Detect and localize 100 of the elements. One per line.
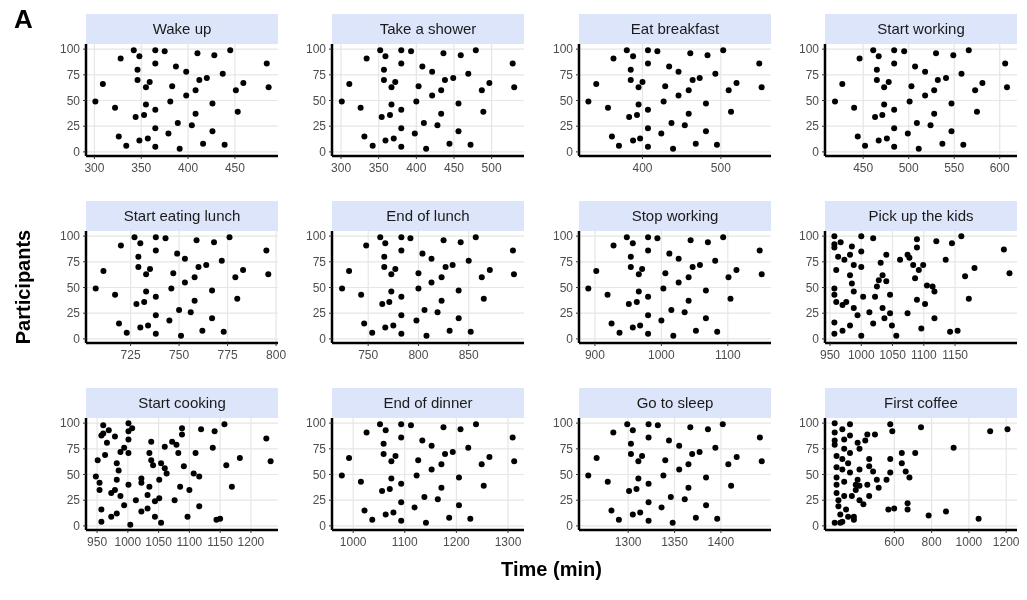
point — [135, 263, 142, 270]
point — [407, 422, 414, 429]
point — [455, 287, 462, 294]
point — [712, 257, 719, 264]
point — [465, 257, 472, 264]
point — [136, 53, 143, 60]
x-tick-label: 400 — [632, 161, 653, 175]
y-tick-label: 100 — [59, 229, 81, 244]
x-tick-label: 1150 — [942, 348, 969, 362]
point — [644, 106, 651, 113]
y-tick-label: 75 — [66, 441, 81, 456]
point — [112, 104, 119, 111]
point — [1002, 60, 1009, 67]
point — [442, 450, 449, 457]
point — [486, 454, 493, 461]
point — [629, 511, 636, 518]
point — [455, 474, 462, 481]
y-tick-label: 0 — [73, 144, 81, 159]
point — [398, 143, 405, 150]
point — [429, 68, 436, 75]
point — [176, 307, 183, 314]
point — [615, 516, 622, 523]
point — [608, 133, 615, 140]
point — [382, 137, 389, 144]
point — [625, 300, 632, 307]
point — [188, 122, 195, 129]
point — [467, 328, 474, 335]
point — [428, 466, 435, 473]
point — [608, 320, 615, 327]
point — [438, 297, 445, 304]
point — [209, 128, 216, 135]
point — [685, 274, 692, 281]
point — [115, 133, 122, 140]
point — [727, 295, 734, 302]
point — [758, 458, 765, 465]
point — [398, 234, 405, 241]
point — [450, 74, 457, 81]
y-tick-label: 50 — [66, 467, 81, 482]
y-tick-label: 75 — [66, 254, 81, 269]
point — [950, 52, 957, 59]
point — [440, 237, 447, 244]
point — [134, 66, 141, 73]
x-tick-label: 350 — [131, 161, 152, 175]
y-tick-label: 0 — [319, 518, 327, 533]
x-tick-label: 1050 — [879, 348, 907, 362]
point — [398, 125, 405, 132]
point — [972, 87, 979, 94]
point — [511, 458, 518, 465]
y-tick-label: 100 — [305, 416, 327, 431]
y-tick-label: 100 — [305, 42, 327, 57]
point — [931, 110, 938, 117]
y-tick-label: 25 — [312, 306, 327, 321]
x-tick-label: 1100 — [176, 535, 203, 549]
y-tick-label: 50 — [66, 93, 81, 108]
x-tick-label: 1100 — [714, 348, 742, 362]
x-tick-label: 800 — [266, 348, 287, 362]
point — [455, 315, 462, 322]
point — [645, 234, 652, 241]
point — [616, 329, 623, 336]
point — [637, 322, 644, 329]
point — [386, 111, 393, 118]
y-tick-label: 25 — [312, 493, 327, 508]
point — [472, 234, 479, 241]
point — [675, 92, 682, 99]
point — [702, 315, 709, 322]
point — [714, 515, 721, 522]
point — [434, 309, 441, 316]
point — [420, 120, 427, 127]
point — [183, 92, 190, 99]
x-tick-label: 1300 — [614, 535, 642, 549]
chart-title: End of lunch — [386, 207, 470, 224]
point — [627, 263, 634, 270]
point — [891, 125, 898, 132]
point — [608, 507, 615, 514]
point — [728, 108, 735, 115]
y-tick-label: 25 — [66, 119, 81, 134]
point — [660, 285, 667, 292]
point — [633, 111, 640, 118]
x-tick-label: 400 — [406, 161, 427, 175]
point — [380, 76, 387, 83]
x-tick-label: 950 — [819, 348, 841, 362]
point — [635, 475, 642, 482]
point — [676, 466, 683, 473]
y-tick-label: 0 — [812, 331, 820, 346]
point — [658, 504, 665, 511]
y-tick-label: 25 — [66, 306, 81, 321]
point — [363, 55, 370, 62]
point — [203, 74, 210, 81]
point — [346, 455, 353, 462]
point — [438, 110, 445, 117]
point — [465, 70, 472, 77]
y-tick-label: 100 — [798, 229, 820, 244]
point — [851, 104, 858, 111]
point — [117, 55, 124, 62]
point — [232, 274, 239, 281]
point — [449, 261, 456, 268]
point — [908, 83, 915, 90]
point — [654, 422, 661, 429]
y-tick-label: 75 — [805, 254, 820, 269]
point — [211, 239, 217, 246]
